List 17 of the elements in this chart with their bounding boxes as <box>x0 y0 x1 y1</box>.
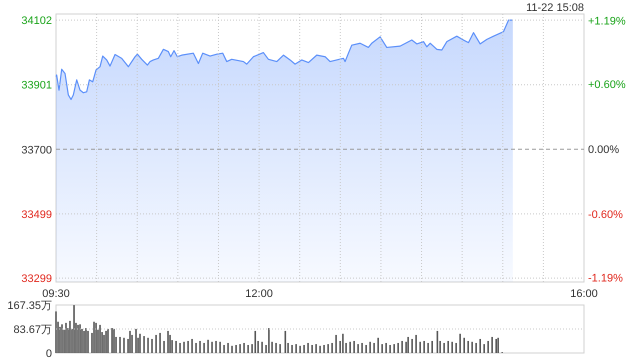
y-tick-label: 33700 <box>21 144 52 156</box>
y-tick-label: 0 <box>46 348 52 360</box>
y2-tick-label: -0.60% <box>588 208 624 221</box>
y2-tick-label: 0.00% <box>588 144 620 156</box>
x-tick-label: 16:00 <box>570 288 598 300</box>
y2-tick-label: -1.19% <box>588 272 624 285</box>
y-tick-label: 83.67万 <box>13 324 52 336</box>
y-tick-label: 33901 <box>21 80 52 92</box>
y-tick-label: 34102 <box>21 15 52 28</box>
y-tick-label: 33499 <box>21 208 52 221</box>
y2-tick-label: +0.60% <box>588 79 626 92</box>
y-tick-label: 167.35万 <box>7 300 52 312</box>
annotation: 11-22 15:08 <box>526 2 584 14</box>
y2-tick-label: +1.19% <box>588 15 626 28</box>
x-tick-label: 09:30 <box>42 288 70 300</box>
y-tick-label: 33299 <box>21 273 52 286</box>
x-tick-label: 12:00 <box>245 288 273 300</box>
